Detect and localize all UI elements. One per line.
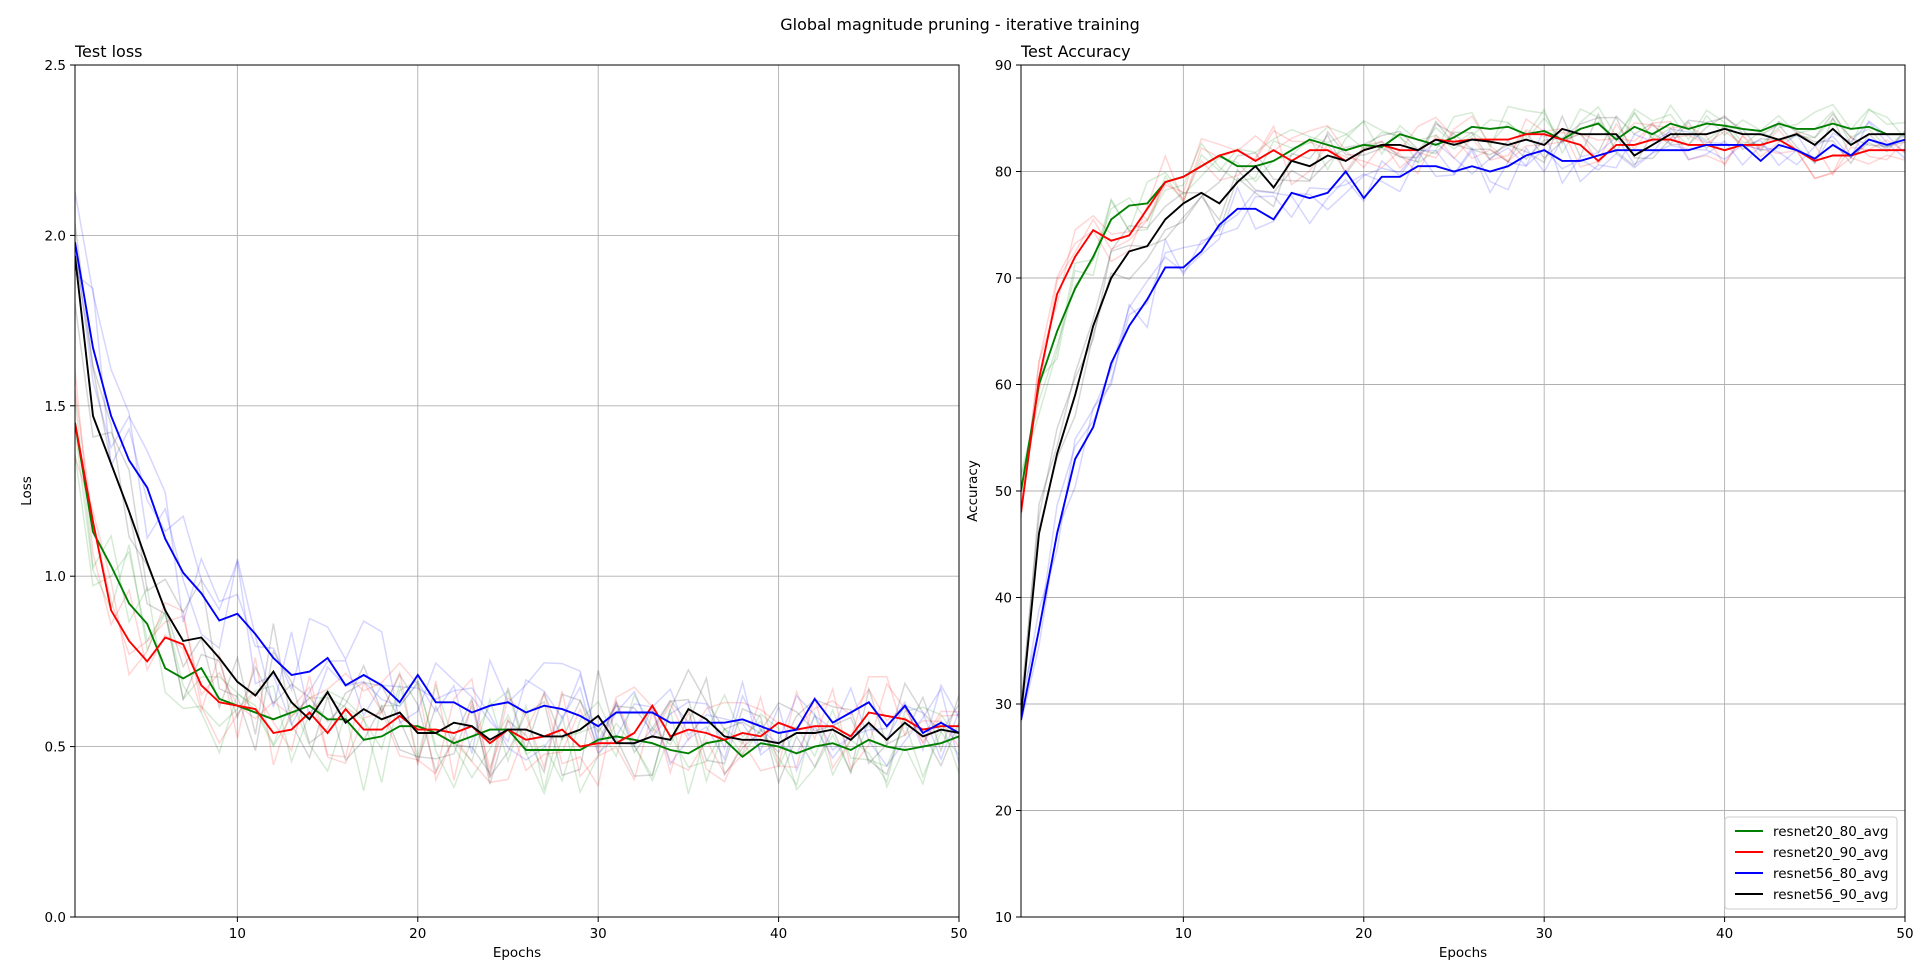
- legend-label: resnet56_90_avg: [1773, 887, 1888, 903]
- accuracy-x-axis-label: Epochs: [1439, 945, 1487, 961]
- loss-run-line: [75, 191, 959, 757]
- accuracy-run-line: [1021, 112, 1905, 715]
- legend-label: resnet56_80_avg: [1773, 866, 1888, 882]
- accuracy-run-line: [1021, 116, 1905, 514]
- accuracy-run-line: [1021, 124, 1905, 500]
- accuracy-y-tick-label: 20: [995, 804, 1012, 820]
- loss-y-tick-label: 1.0: [45, 569, 66, 585]
- accuracy-plot-area: [1021, 103, 1905, 723]
- accuracy-series-resnet20_90_avg: [1021, 133, 1905, 513]
- accuracy-run-line: [1021, 119, 1905, 697]
- accuracy-x-tick-label: 30: [1536, 926, 1553, 942]
- loss-run-line: [75, 251, 959, 779]
- legend-label: resnet20_80_avg: [1773, 824, 1888, 840]
- loss-y-tick-label: 2.0: [45, 228, 66, 244]
- loss-x-tick-label: 10: [229, 926, 246, 942]
- accuracy-series-resnet56_90_avg: [1021, 127, 1905, 715]
- accuracy-y-tick-label: 40: [995, 591, 1012, 607]
- test-accuracy-chart: 10 20 30 40 50 10 20 30 40 50 60 70 80 90 Test Accurac…: [965, 42, 1914, 961]
- accuracy-x-tick-label: 50: [1896, 926, 1913, 942]
- accuracy-y-tick-label: 50: [995, 484, 1012, 500]
- loss-chart-title: Test loss: [74, 42, 143, 61]
- accuracy-run-line: [1021, 105, 1905, 515]
- loss-x-axis-label: Epochs: [493, 945, 541, 961]
- accuracy-y-tick-label: 10: [995, 910, 1012, 926]
- accuracy-y-tick-label: 60: [995, 378, 1012, 394]
- loss-axes-frame: [74, 64, 960, 918]
- loss-plot-area: [75, 191, 959, 796]
- loss-series-resnet56_80_avg: [75, 242, 959, 735]
- accuracy-x-tick-label: 20: [1355, 926, 1372, 942]
- loss-y-tick-label: 0.0: [45, 910, 66, 926]
- legend-box: [1724, 816, 1898, 910]
- accuracy-y-tick-label: 70: [995, 271, 1012, 287]
- loss-run-line: [75, 453, 959, 795]
- loss-y-axis-label: Loss: [19, 476, 35, 506]
- loss-x-tick-label: 50: [950, 926, 967, 942]
- legend-label: resnet20_90_avg: [1773, 845, 1888, 861]
- accuracy-run-line: [1021, 115, 1905, 519]
- figure-title: Global magnitude pruning - iterative tra…: [780, 15, 1140, 34]
- loss-run-line: [75, 273, 959, 768]
- loss-y-tick-label: 2.5: [45, 58, 66, 74]
- loss-run-line: [75, 396, 959, 790]
- accuracy-x-tick-label: 10: [1175, 926, 1192, 942]
- accuracy-y-axis-label: Accuracy: [965, 460, 981, 522]
- accuracy-chart-title: Test Accuracy: [1020, 42, 1131, 61]
- loss-y-tick-label: 0.5: [45, 740, 66, 756]
- loss-series-resnet20_80_avg: [75, 422, 959, 759]
- accuracy-run-line: [1021, 130, 1905, 713]
- accuracy-series-resnet56_80_avg: [1021, 138, 1905, 721]
- loss-run-line: [75, 223, 959, 785]
- loss-run-line: [75, 389, 959, 788]
- accuracy-y-tick-label: 80: [995, 165, 1012, 181]
- accuracy-y-tick-label: 90: [995, 58, 1012, 74]
- loss-x-tick-label: 40: [770, 926, 787, 942]
- legend: resnet20_80_avg resnet20_90_avg resnet56_8…: [1724, 816, 1898, 910]
- loss-y-tick-label: 1.5: [45, 399, 66, 415]
- loss-series-resnet20_90_avg: [75, 422, 959, 748]
- loss-series-resnet56_90_avg: [75, 255, 959, 745]
- accuracy-run-line: [1021, 121, 1905, 723]
- loss-x-tick-label: 20: [409, 926, 426, 942]
- accuracy-x-tick-label: 40: [1716, 926, 1733, 942]
- accuracy-y-tick-label: 30: [995, 697, 1012, 713]
- loss-run-line: [75, 303, 959, 785]
- loss-x-tick-label: 30: [590, 926, 607, 942]
- loss-run-line: [75, 370, 959, 783]
- test-loss-chart: 10 20 30 40 50 0.0 0.5 1.0 1.5 2.0 2.5 Test loss Epo…: [19, 42, 968, 961]
- accuracy-run-line: [1021, 112, 1905, 702]
